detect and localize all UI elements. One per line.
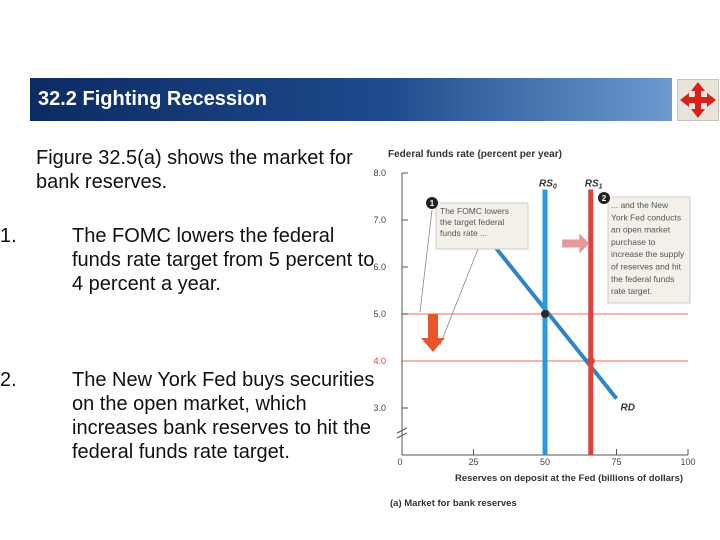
series-label-rd: RD [621, 403, 635, 414]
callout-1-leader [419, 209, 433, 313]
list-item-number: 2. [0, 369, 17, 391]
list-item-number: 1. [0, 225, 17, 247]
callout-1-text: the target federal [440, 217, 504, 227]
callout-2-text: York Fed conducts [611, 212, 681, 222]
rate-cut-arrow [421, 314, 445, 352]
x-tick-label: 25 [468, 457, 478, 467]
callout-1-number: 1 [430, 199, 435, 208]
callout-2-text: rate target. [611, 286, 652, 296]
y-tick-label: 7.0 [373, 215, 386, 225]
equilibrium-point-2 [586, 357, 595, 365]
callout-1-badge [426, 197, 438, 209]
callout-1-leader [439, 248, 479, 346]
list-item-text: The New York Fed buys securities on the … [72, 369, 375, 463]
axis-break [396, 427, 408, 439]
equilibrium-point-1 [541, 310, 549, 318]
callout-1-box [435, 202, 529, 250]
callout-2-box [607, 196, 691, 304]
series-label-rs1: RS1 [585, 178, 603, 190]
series-label-rs0: RS0 [539, 178, 557, 190]
callout-2-text: an open market [611, 225, 671, 235]
x-axis-label: Reserves on deposit at the Fed (billions… [455, 473, 683, 484]
supply-shift-arrow [562, 233, 590, 254]
slide-title: 32.2 Fighting Recession [38, 88, 267, 110]
x-tick-label: 0 [397, 457, 402, 467]
y-tick-label-highlight: 4.0 [373, 356, 386, 366]
reserves-market-chart: Federal funds rate (percent per year) 3.… [373, 149, 695, 509]
callout-1-text: The FOMC lowers [440, 206, 509, 216]
list-item-1: 1. The FOMC lowers the federal funds rate… [0, 224, 382, 296]
callout-2-text: purchase to [611, 237, 656, 247]
x-tick-label: 50 [540, 457, 550, 467]
chart-title: Federal funds rate (percent per year) [388, 149, 562, 160]
y-tick-label: 3.0 [373, 403, 386, 413]
title-bar: 32.2 Fighting Recession [30, 78, 672, 121]
callout-1-text: funds rate ... [440, 228, 487, 238]
list-item-text: The FOMC lowers the federal funds rate t… [72, 225, 375, 295]
callout-2-text: ... and the New [611, 200, 669, 210]
intro-text: Figure 32.5(a) shows the market for bank… [36, 147, 353, 193]
callout-2-text: increase the supply [611, 249, 685, 259]
x-tick-label: 75 [611, 457, 621, 467]
four-arrows-move-icon[interactable] [677, 79, 719, 121]
callout-2-text: the federal funds [611, 274, 674, 284]
chart-caption: (a) Market for bank reserves [390, 498, 517, 509]
callout-2-number: 2 [602, 194, 607, 203]
x-tick-label: 100 [680, 457, 695, 467]
callout-2-text: of reserves and hit [611, 262, 682, 272]
y-tick-label: 5.0 [373, 309, 386, 319]
callout-2-badge [598, 192, 610, 204]
y-tick-label: 8.0 [373, 168, 386, 178]
list-item-2: 2. The New York Fed buys securities on th… [0, 368, 392, 464]
y-tick-label: 6.0 [373, 262, 386, 272]
